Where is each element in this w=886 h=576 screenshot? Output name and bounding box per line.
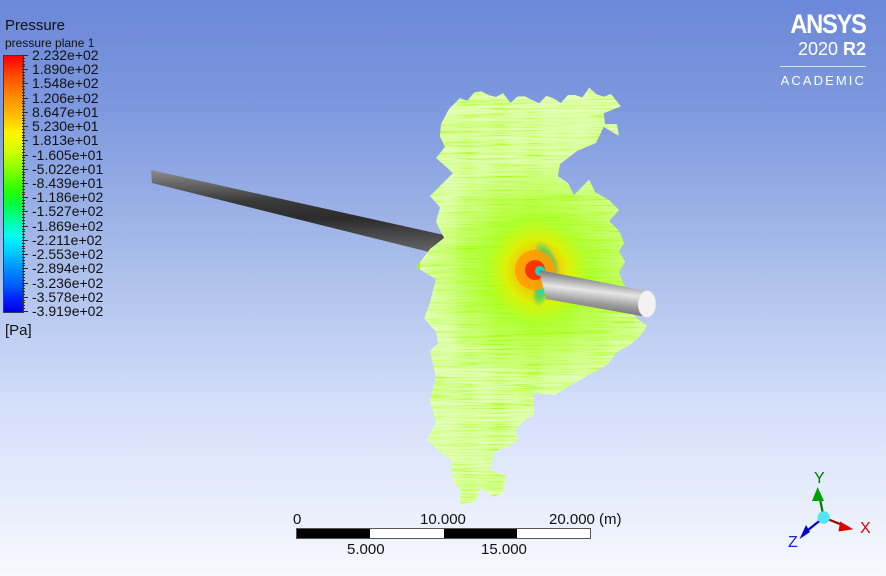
svg-text:Z: Z (788, 534, 798, 551)
svg-text:X: X (860, 520, 871, 537)
svg-text:Y: Y (814, 470, 825, 487)
